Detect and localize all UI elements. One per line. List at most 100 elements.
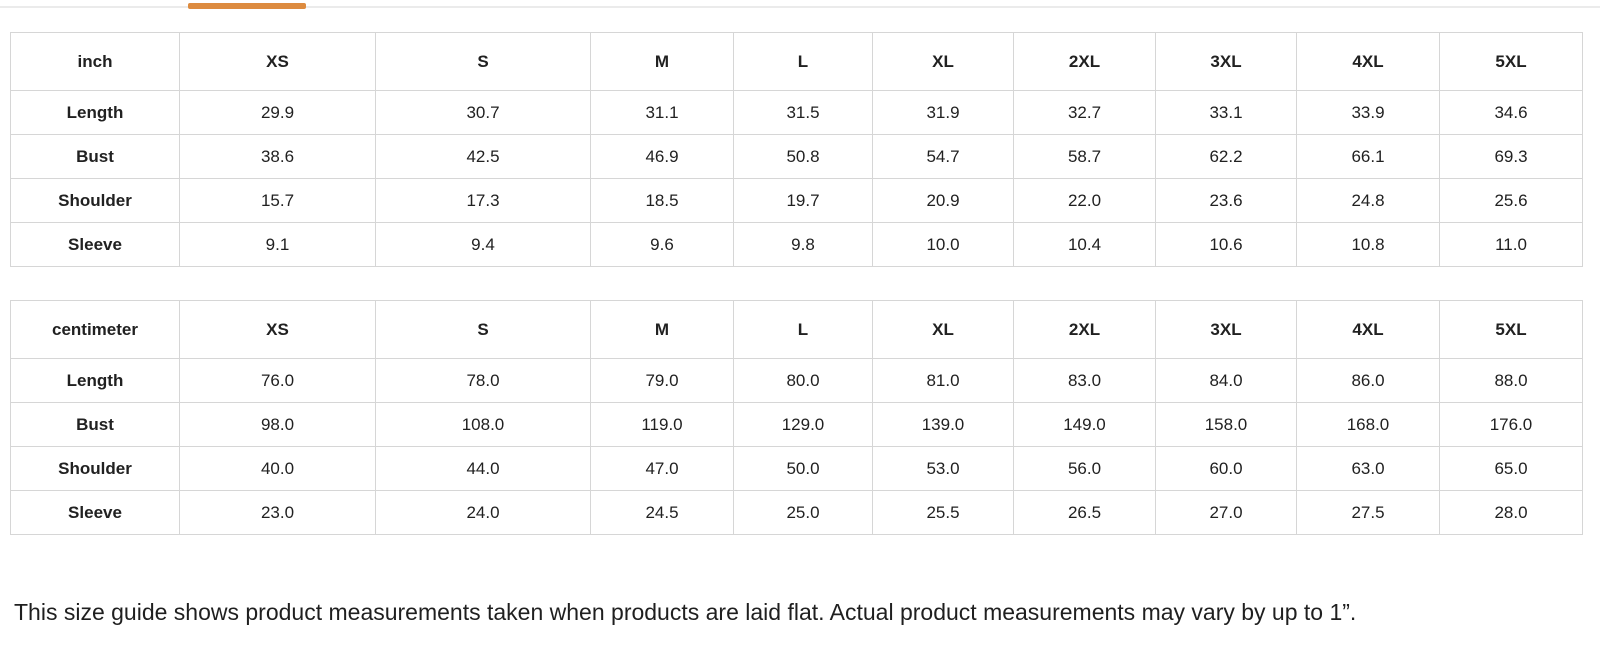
header-row: centimeter XS S M L XL 2XL 3XL 4XL 5XL [10, 300, 1583, 359]
size-cell: 176.0 [1439, 402, 1583, 447]
size-cell: 108.0 [375, 402, 591, 447]
size-header: 3XL [1155, 300, 1297, 359]
size-table-centimeter: centimeter XS S M L XL 2XL 3XL 4XL 5XL L… [10, 300, 1583, 535]
size-header: S [375, 300, 591, 359]
size-cell: 24.5 [590, 490, 734, 535]
row-label: Bust [10, 402, 180, 447]
size-cell: 54.7 [872, 134, 1014, 179]
tab-bar-divider [0, 6, 1600, 8]
size-cell: 27.0 [1155, 490, 1297, 535]
size-cell: 10.8 [1296, 222, 1440, 267]
size-header: S [375, 32, 591, 91]
size-cell: 53.0 [872, 446, 1014, 491]
size-cell: 29.9 [179, 90, 376, 135]
size-cell: 31.5 [733, 90, 873, 135]
size-cell: 46.9 [590, 134, 734, 179]
size-cell: 33.1 [1155, 90, 1297, 135]
table-row: Sleeve 9.1 9.4 9.6 9.8 10.0 10.4 10.6 10… [10, 222, 1583, 267]
size-cell: 9.1 [179, 222, 376, 267]
size-cell: 158.0 [1155, 402, 1297, 447]
size-cell: 19.7 [733, 178, 873, 223]
size-cell: 81.0 [872, 358, 1014, 403]
size-cell: 66.1 [1296, 134, 1440, 179]
size-header: 3XL [1155, 32, 1297, 91]
size-cell: 23.0 [179, 490, 376, 535]
size-cell: 28.0 [1439, 490, 1583, 535]
size-cell: 31.1 [590, 90, 734, 135]
size-cell: 23.6 [1155, 178, 1297, 223]
size-cell: 27.5 [1296, 490, 1440, 535]
size-cell: 129.0 [733, 402, 873, 447]
size-cell: 17.3 [375, 178, 591, 223]
size-cell: 60.0 [1155, 446, 1297, 491]
size-cell: 98.0 [179, 402, 376, 447]
size-cell: 83.0 [1013, 358, 1156, 403]
row-label: Sleeve [10, 222, 180, 267]
table-row: Shoulder 15.7 17.3 18.5 19.7 20.9 22.0 2… [10, 178, 1583, 223]
size-cell: 9.6 [590, 222, 734, 267]
size-guide-note: This size guide shows product measuremen… [14, 599, 1357, 625]
table-row: Length 76.0 78.0 79.0 80.0 81.0 83.0 84.… [10, 358, 1583, 403]
size-cell: 139.0 [872, 402, 1014, 447]
size-cell: 80.0 [733, 358, 873, 403]
row-label: Length [10, 90, 180, 135]
size-header: XS [179, 300, 376, 359]
size-header: 4XL [1296, 32, 1440, 91]
row-label: Shoulder [10, 178, 180, 223]
size-header: M [590, 300, 734, 359]
size-cell: 168.0 [1296, 402, 1440, 447]
size-header: 4XL [1296, 300, 1440, 359]
header-row: inch XS S M L XL 2XL 3XL 4XL 5XL [10, 32, 1583, 91]
size-cell: 79.0 [590, 358, 734, 403]
size-cell: 62.2 [1155, 134, 1297, 179]
size-cell: 11.0 [1439, 222, 1583, 267]
row-label: Length [10, 358, 180, 403]
table-row: Shoulder 40.0 44.0 47.0 50.0 53.0 56.0 6… [10, 446, 1583, 491]
size-header: L [733, 300, 873, 359]
size-cell: 20.9 [872, 178, 1014, 223]
size-cell: 32.7 [1013, 90, 1156, 135]
size-header: 5XL [1439, 32, 1583, 91]
table-row: Bust 98.0 108.0 119.0 129.0 139.0 149.0 … [10, 402, 1583, 447]
size-cell: 149.0 [1013, 402, 1156, 447]
size-cell: 44.0 [375, 446, 591, 491]
size-cell: 25.5 [872, 490, 1014, 535]
size-header: XL [872, 32, 1014, 91]
size-cell: 42.5 [375, 134, 591, 179]
size-cell: 88.0 [1439, 358, 1583, 403]
size-cell: 58.7 [1013, 134, 1156, 179]
unit-label: centimeter [10, 300, 180, 359]
unit-label: inch [10, 32, 180, 91]
size-cell: 34.6 [1439, 90, 1583, 135]
size-cell: 22.0 [1013, 178, 1156, 223]
size-cell: 9.4 [375, 222, 591, 267]
size-cell: 86.0 [1296, 358, 1440, 403]
size-cell: 25.6 [1439, 178, 1583, 223]
size-cell: 119.0 [590, 402, 734, 447]
row-label: Sleeve [10, 490, 180, 535]
tab-bar [0, 0, 1600, 9]
size-cell: 63.0 [1296, 446, 1440, 491]
size-cell: 31.9 [872, 90, 1014, 135]
size-header: 2XL [1013, 32, 1156, 91]
size-header: M [590, 32, 734, 91]
active-tab-indicator[interactable] [188, 3, 306, 9]
size-cell: 78.0 [375, 358, 591, 403]
size-cell: 33.9 [1296, 90, 1440, 135]
size-header: 2XL [1013, 300, 1156, 359]
size-cell: 10.6 [1155, 222, 1297, 267]
size-cell: 18.5 [590, 178, 734, 223]
size-cell: 25.0 [733, 490, 873, 535]
size-cell: 50.8 [733, 134, 873, 179]
row-label: Shoulder [10, 446, 180, 491]
size-header: 5XL [1439, 300, 1583, 359]
size-cell: 10.0 [872, 222, 1014, 267]
size-cell: 40.0 [179, 446, 376, 491]
size-cell: 84.0 [1155, 358, 1297, 403]
size-cell: 10.4 [1013, 222, 1156, 267]
size-cell: 56.0 [1013, 446, 1156, 491]
table-row: Length 29.9 30.7 31.1 31.5 31.9 32.7 33.… [10, 90, 1583, 135]
size-cell: 47.0 [590, 446, 734, 491]
size-cell: 65.0 [1439, 446, 1583, 491]
size-header: XL [872, 300, 1014, 359]
